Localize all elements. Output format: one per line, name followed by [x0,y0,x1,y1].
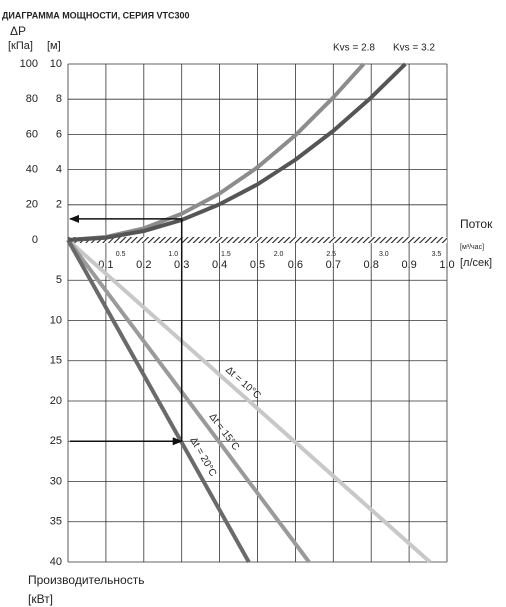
power-tick-label: 30 [50,475,62,487]
power-tick-label: 15 [50,355,62,367]
power-line [66,239,251,563]
y2-tick-label: 8 [56,93,62,105]
zero-band [68,237,447,243]
x-tick-label: 0.9 [401,259,416,271]
power-tick-label: 20 [50,395,62,407]
x2-unit: [м³/час] [460,244,484,251]
y-tick-label: 100 [20,58,38,70]
y-tick-label: 0 [32,234,38,246]
y-tick-label: 20 [26,199,38,211]
y2-unit: [м] [47,40,61,52]
y2-tick-label: 6 [56,128,62,140]
power-line [66,238,432,564]
x-title: Поток [460,217,493,231]
y2-tick-label: 4 [56,164,62,176]
x-tick-label: 0.2 [136,259,151,271]
x2-tick-label: 3.5 [432,251,442,258]
x2-tick-label: 1.0 [168,251,178,258]
x2-tick-label: 2.0 [274,251,284,258]
x2-tick-label: 3.0 [379,251,389,258]
y-unit: [кПа] [8,40,33,52]
y-tick-label: 80 [26,93,38,105]
y-tick-label: 40 [26,164,38,176]
x-tick-label: 0.4 [212,259,227,271]
x2-tick-label: 1.5 [221,251,231,258]
legend-label: Kvs = 3.2 [393,43,435,54]
x-tick-label: 0.7 [326,259,341,271]
x-tick-label: 1.0 [439,259,454,271]
power-unit: [кВт] [28,592,53,606]
y2-tick-label: 2 [56,199,62,211]
power-line [66,238,311,564]
power-tick-label: 25 [50,435,62,447]
power-tick-label: 10 [50,314,62,326]
x-tick-label: 0.6 [288,259,303,271]
x-tick-label: 0.8 [364,259,379,271]
pressure-curve [67,62,366,242]
x-unit: [л/сек] [460,257,492,269]
power-tick-label: 5 [56,274,62,286]
power-tick-label: 35 [50,516,62,528]
chart-title: ДИАГРАММА МОЩНОСТИ, СЕРИЯ VTC300 [2,10,190,20]
x2-tick-label: 2.5 [326,251,336,258]
power-title: Производительность [28,573,144,587]
pressure-curve [67,62,407,242]
y2-tick-label: 10 [50,58,62,70]
y-tick-label: 60 [26,128,38,140]
x2-tick-label: 0.5 [116,251,126,258]
x-tick-label: 0.5 [250,259,265,271]
legend-label: Kvs = 2.8 [333,43,375,54]
power-tick-label: 40 [50,556,62,568]
y-title: ΔP [10,24,26,38]
